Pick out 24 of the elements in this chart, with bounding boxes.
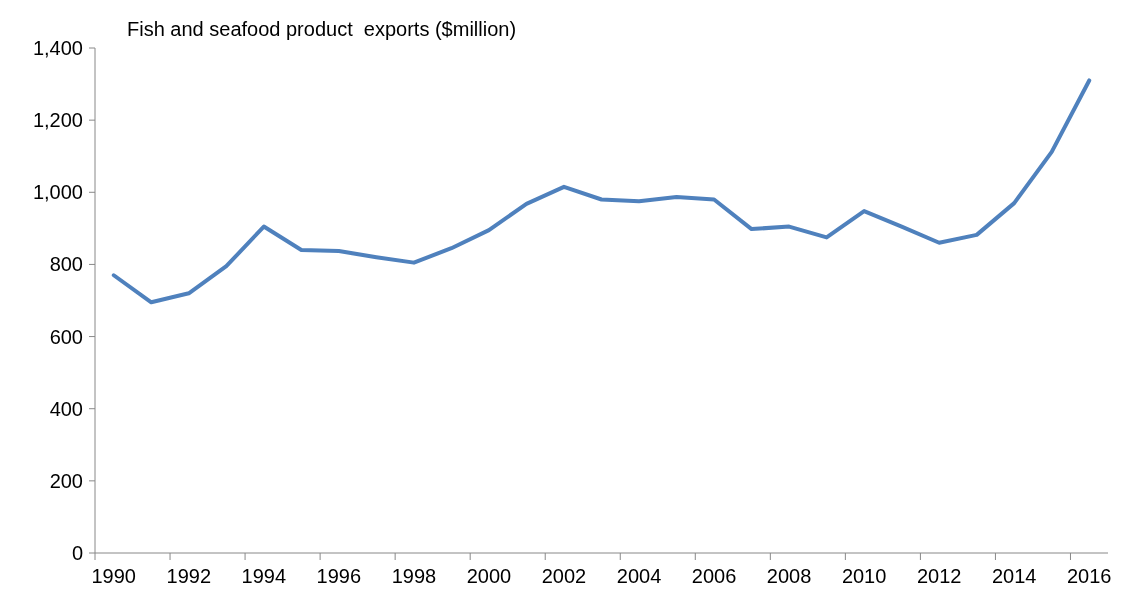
y-tick-label: 800 bbox=[49, 253, 83, 276]
y-tick-label: 1,400 bbox=[32, 37, 83, 59]
x-tick-label: 2008 bbox=[766, 565, 812, 587]
x-tick-label: 2004 bbox=[616, 565, 662, 587]
x-tick-label: 2010 bbox=[841, 565, 887, 587]
x-tick-label: 2016 bbox=[1066, 565, 1112, 587]
x-tick-label: 2000 bbox=[466, 565, 512, 587]
y-tick-label: 200 bbox=[49, 469, 83, 492]
x-tick-label: 1992 bbox=[166, 565, 212, 587]
x-tick-label: 2002 bbox=[541, 565, 587, 587]
y-tick-label: 1,200 bbox=[32, 109, 83, 132]
y-tick-label: 400 bbox=[49, 397, 83, 420]
x-tick-label: 2006 bbox=[691, 565, 737, 587]
x-tick-label: 1998 bbox=[391, 565, 437, 587]
x-tick-label: 2014 bbox=[991, 565, 1037, 587]
x-tick-label: 2012 bbox=[916, 565, 962, 587]
x-tick-label: 1990 bbox=[91, 565, 137, 587]
x-tick-label: 1994 bbox=[241, 565, 287, 587]
chart-title: Fish and seafood product exports ($million) bbox=[127, 18, 517, 40]
y-tick-label: 600 bbox=[49, 325, 83, 348]
y-tick-label: 0 bbox=[71, 542, 83, 564]
y-tick-label: 1,000 bbox=[32, 181, 83, 204]
line-series bbox=[111, 78, 1092, 305]
x-tick-label: 1996 bbox=[316, 565, 362, 587]
